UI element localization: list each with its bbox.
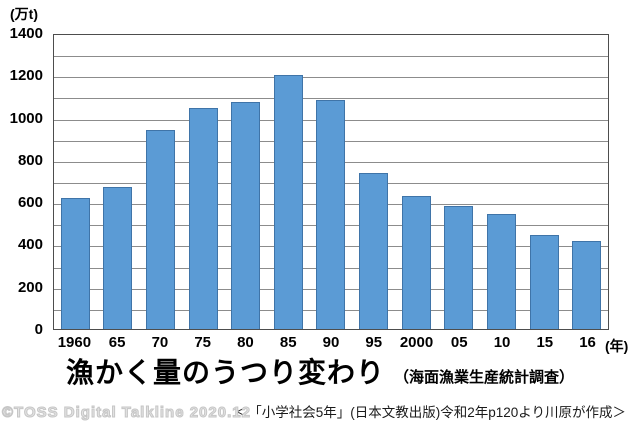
bar-95 xyxy=(359,172,389,329)
x-tick-label-10: 10 xyxy=(493,334,511,351)
bar-slot-85 xyxy=(267,35,310,329)
bar-1960 xyxy=(60,197,90,329)
bar-slot-90 xyxy=(310,35,353,329)
x-tick-label-2000: 2000 xyxy=(399,334,434,351)
x-tick-label-90: 90 xyxy=(322,334,340,351)
bar-90 xyxy=(316,99,346,329)
x-tick-label-65: 65 xyxy=(108,334,126,351)
bar-70 xyxy=(146,130,176,329)
title-line: 漁かく量のうつり変わり （海面漁業生産統計調査） xyxy=(0,356,640,390)
x-tick-label-15: 15 xyxy=(536,334,554,351)
x-tick-label-05: 05 xyxy=(450,334,468,351)
y-tick-label-600: 600 xyxy=(17,194,43,212)
x-tick-label-16: 16 xyxy=(579,334,596,351)
bar-65 xyxy=(103,187,133,329)
bar-75 xyxy=(188,108,218,329)
y-tick-label-0: 0 xyxy=(34,321,43,338)
bar-slot-10 xyxy=(480,35,523,329)
x-tick-label-85: 85 xyxy=(279,334,297,351)
y-axis-unit-label: (万t) xyxy=(10,6,38,22)
y-tick-label-400: 400 xyxy=(17,236,43,254)
bar-slot-95 xyxy=(352,35,395,329)
bar-slot-75 xyxy=(182,35,225,329)
source-caption: ＜「小学社会5年」(日本文教出版)令和2年p120より川原が作成＞ xyxy=(234,405,626,420)
gridline xyxy=(54,98,608,100)
bar-slot-15 xyxy=(523,35,566,329)
bar-10 xyxy=(486,213,516,329)
bar-slot-70 xyxy=(139,35,182,329)
x-axis-unit-label: (年) xyxy=(605,338,629,354)
bar-15 xyxy=(529,234,559,329)
bar-slot-05 xyxy=(437,35,480,329)
bar-slot-16 xyxy=(565,35,608,329)
bar-05 xyxy=(444,206,474,329)
y-tick-label-1200: 1200 xyxy=(9,67,43,85)
chart-subtitle: （海面漁業生産統計調査） xyxy=(394,369,575,386)
bar-2000 xyxy=(401,195,431,329)
plot-area xyxy=(53,34,609,330)
y-tick-label-1400: 1400 xyxy=(9,25,43,42)
gridline xyxy=(54,77,608,79)
bar-series xyxy=(54,35,608,329)
y-tick-label-200: 200 xyxy=(17,278,43,296)
x-tick-label-80: 80 xyxy=(237,334,254,351)
bar-80 xyxy=(231,101,261,329)
x-tick-label-75: 75 xyxy=(194,334,212,351)
y-tick-label-1000: 1000 xyxy=(9,109,43,127)
bar-slot-1960 xyxy=(54,35,97,329)
x-tick-label-95: 95 xyxy=(365,334,383,351)
y-tick-label-800: 800 xyxy=(17,151,43,169)
bar-85 xyxy=(273,75,303,329)
bar-slot-80 xyxy=(224,35,267,329)
chart-title: 漁かく量のうつり変わり xyxy=(65,357,385,388)
bar-slot-2000 xyxy=(395,35,438,329)
bar-16 xyxy=(572,241,602,329)
bar-slot-65 xyxy=(97,35,140,329)
gridline xyxy=(54,56,608,58)
x-tick-label-70: 70 xyxy=(151,334,169,351)
watermark: ©TOSS Digital Talkline 2020.12 xyxy=(2,404,251,422)
x-tick-label-1960: 1960 xyxy=(57,334,92,351)
y-axis: 0 200 400 600 800 1000 1200 1400 xyxy=(0,0,48,428)
x-axis: 1960 65 70 75 80 85 90 95 2000 05 10 15 16 xyxy=(53,334,609,352)
